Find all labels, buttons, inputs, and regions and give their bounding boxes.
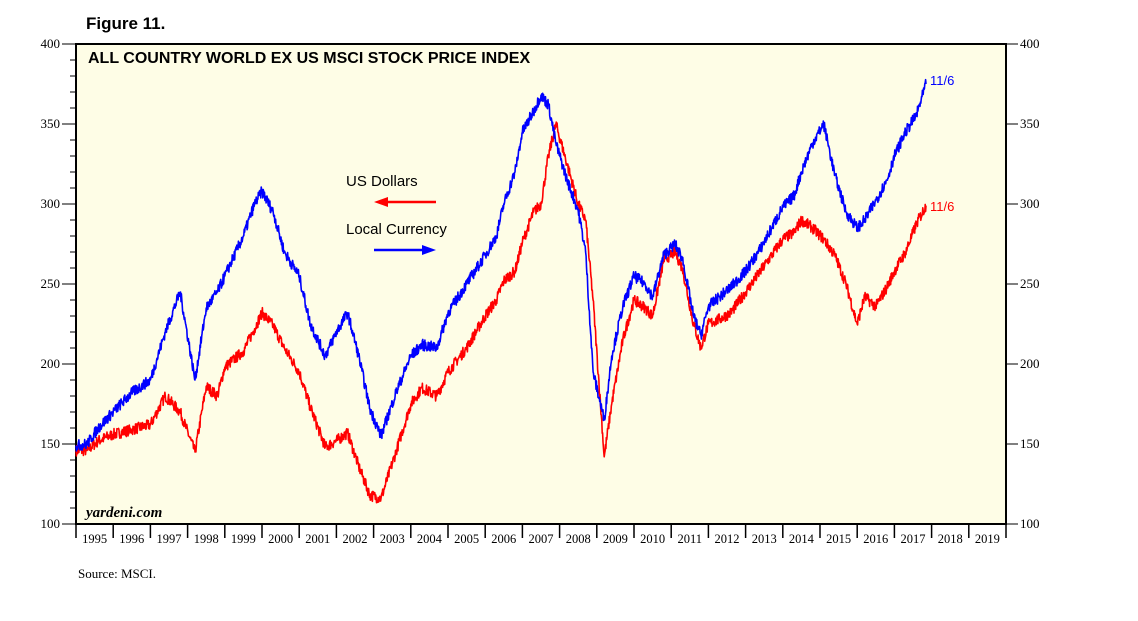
axes: 100 100 150 150 200 200 250 250 300 300 350 350 400 4… xyxy=(41,36,1040,546)
x-tick-label: 2009 xyxy=(603,532,628,546)
y-tick-label-left: 300 xyxy=(41,196,61,211)
legend-usd-arrow xyxy=(374,197,436,207)
y-tick-label-right: 100 xyxy=(1020,516,1040,531)
plot-background xyxy=(75,43,1007,525)
x-tick-label: 2007 xyxy=(529,532,554,546)
end-label-local: 11/6 xyxy=(930,73,954,88)
y-tick-label-right: 300 xyxy=(1020,196,1040,211)
watermark: yardeni.com xyxy=(84,505,162,521)
x-tick-label: 1995 xyxy=(82,532,107,546)
y-tick-label-right: 200 xyxy=(1020,356,1040,371)
x-tick-label: 2008 xyxy=(566,532,591,546)
x-tick-label: 2010 xyxy=(640,532,665,546)
legend-local-arrow xyxy=(374,245,436,255)
x-tick-label: 2016 xyxy=(863,532,888,546)
y-tick-label-left: 200 xyxy=(41,356,61,371)
source-note: Source: MSCI. xyxy=(78,566,156,581)
legend-usd-label: US Dollars xyxy=(346,173,418,190)
x-tick-label: 2003 xyxy=(380,532,405,546)
y-tick-label-right: 150 xyxy=(1020,436,1040,451)
x-tick-label: 1998 xyxy=(194,532,219,546)
y-tick-label-right: 250 xyxy=(1020,276,1040,291)
figure-label: Figure 11. xyxy=(86,14,166,33)
x-tick-label: 2005 xyxy=(454,532,479,546)
series-lines xyxy=(75,78,927,504)
x-tick-label: 2011 xyxy=(678,532,703,546)
x-tick-label: 2012 xyxy=(715,532,740,546)
legend-local-label: Local Currency xyxy=(346,221,447,238)
series-line-local xyxy=(75,78,927,452)
x-tick-label: 1996 xyxy=(119,532,144,546)
x-tick-label: 2013 xyxy=(752,532,777,546)
x-tick-label: 2014 xyxy=(789,532,815,546)
x-tick-label: 2006 xyxy=(491,532,516,546)
y-tick-label-left: 250 xyxy=(41,276,61,291)
series-line-usd xyxy=(75,121,927,504)
x-tick-label: 2018 xyxy=(938,532,963,546)
y-tick-label-right: 350 xyxy=(1020,116,1040,131)
x-tick-label: 1997 xyxy=(157,532,182,546)
y-tick-label-left: 100 xyxy=(41,516,61,531)
y-tick-label-left: 350 xyxy=(41,116,61,131)
x-tick-label: 2002 xyxy=(343,532,368,546)
x-tick-label: 2000 xyxy=(268,532,293,546)
y-tick-label-right: 400 xyxy=(1020,36,1040,51)
x-tick-label: 2015 xyxy=(826,532,851,546)
end-label-usd: 11/6 xyxy=(930,199,954,214)
x-tick-label: 2004 xyxy=(417,532,443,546)
x-tick-label: 1999 xyxy=(231,532,256,546)
x-tick-label: 2019 xyxy=(975,532,1000,546)
x-tick-label: 2017 xyxy=(901,532,926,546)
y-tick-label-left: 400 xyxy=(41,36,61,51)
chart-title: ALL COUNTRY WORLD EX US MSCI STOCK PRICE… xyxy=(88,50,530,67)
x-tick-label: 2001 xyxy=(305,532,330,546)
y-tick-label-left: 150 xyxy=(41,436,61,451)
